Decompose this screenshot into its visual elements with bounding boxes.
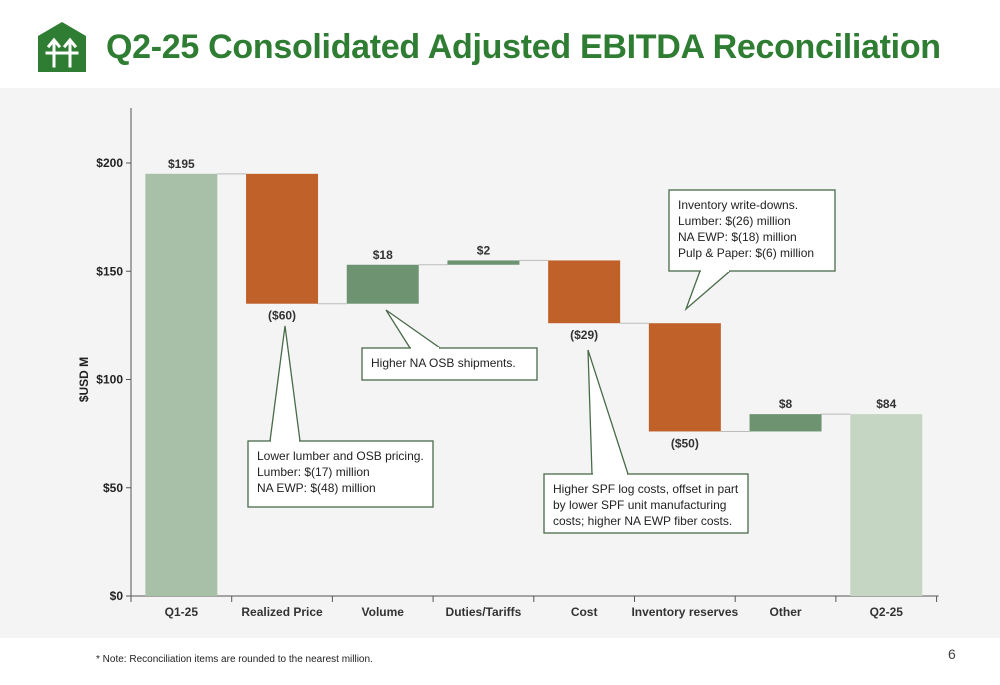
x-tick-label: Q2-25 [870, 605, 904, 619]
slide-header: Q2-25 Consolidated Adjusted EBITDA Recon… [0, 0, 1000, 88]
footnote: * Note: Reconciliation items are rounded… [96, 654, 373, 665]
callout-box [543, 473, 749, 534]
y-tick-label: $200 [96, 156, 123, 170]
data-label: $2 [477, 243, 491, 257]
x-tick-label: Q1-25 [165, 605, 199, 619]
callout-text: NA EWP: $(48) million [257, 481, 376, 495]
company-logo-icon [38, 22, 86, 72]
callout-text: Higher NA OSB shipments. [371, 356, 516, 370]
callout-pointer [269, 325, 301, 442]
callout-text: Pulp & Paper: $(6) million [678, 246, 814, 260]
waterfall-chart: $0 $50 $100 $150 $200 $USD M Q1-25 Realized Pri… [77, 108, 939, 619]
callout-box [668, 189, 836, 272]
bar [346, 264, 419, 304]
x-tick-label: Inventory reserves [631, 605, 738, 619]
data-label: ($29) [570, 328, 598, 342]
callout-text: Lumber: $(17) million [257, 465, 370, 479]
x-tick-label: Volume [362, 605, 405, 619]
y-tick-label: $50 [103, 481, 123, 495]
data-label: ($50) [671, 436, 699, 450]
callout-pointer [684, 270, 732, 312]
data-label: $18 [373, 248, 393, 262]
callout-text: Inventory write-downs. [678, 198, 798, 212]
callout-pointer [587, 349, 629, 475]
callout-box [361, 347, 538, 381]
x-tick-label: Realized Price [241, 605, 323, 619]
data-label: ($60) [268, 309, 296, 323]
x-tick-label: Duties/Tariffs [446, 605, 522, 619]
callout-text: costs; higher NA EWP fiber costs. [553, 514, 732, 528]
x-tick-label: Cost [571, 605, 598, 619]
bar [548, 260, 621, 324]
callout-text: Higher SPF log costs, offset in part [553, 482, 739, 496]
callout-text: Lower lumber and OSB pricing. [257, 449, 424, 463]
bar [246, 173, 319, 304]
callout-text: Lumber: $(26) million [678, 214, 791, 228]
y-tick-label: $100 [96, 373, 123, 387]
bar [447, 260, 520, 265]
bar [648, 323, 721, 432]
data-label: $8 [779, 397, 793, 411]
page-title: Q2-25 Consolidated Adjusted EBITDA Recon… [106, 28, 941, 66]
page-number: 6 [948, 646, 956, 662]
data-label: $195 [168, 157, 195, 171]
callout-pointer [385, 309, 443, 349]
callout-text: by lower SPF unit manufacturing [553, 498, 726, 512]
y-tick-label: $0 [110, 589, 124, 603]
x-tick-label: Other [770, 605, 802, 619]
bar [749, 414, 822, 432]
y-axis-label: $USD M [77, 357, 91, 402]
callout-text: NA EWP: $(18) million [678, 230, 797, 244]
callout-box [247, 440, 434, 508]
data-label: $84 [876, 397, 896, 411]
y-tick-label: $150 [96, 264, 123, 278]
bar [145, 173, 218, 596]
chart-panel: $0 $50 $100 $150 $200 $USD M Q1-25 Realized Pri… [0, 88, 1000, 638]
bar [850, 414, 923, 596]
